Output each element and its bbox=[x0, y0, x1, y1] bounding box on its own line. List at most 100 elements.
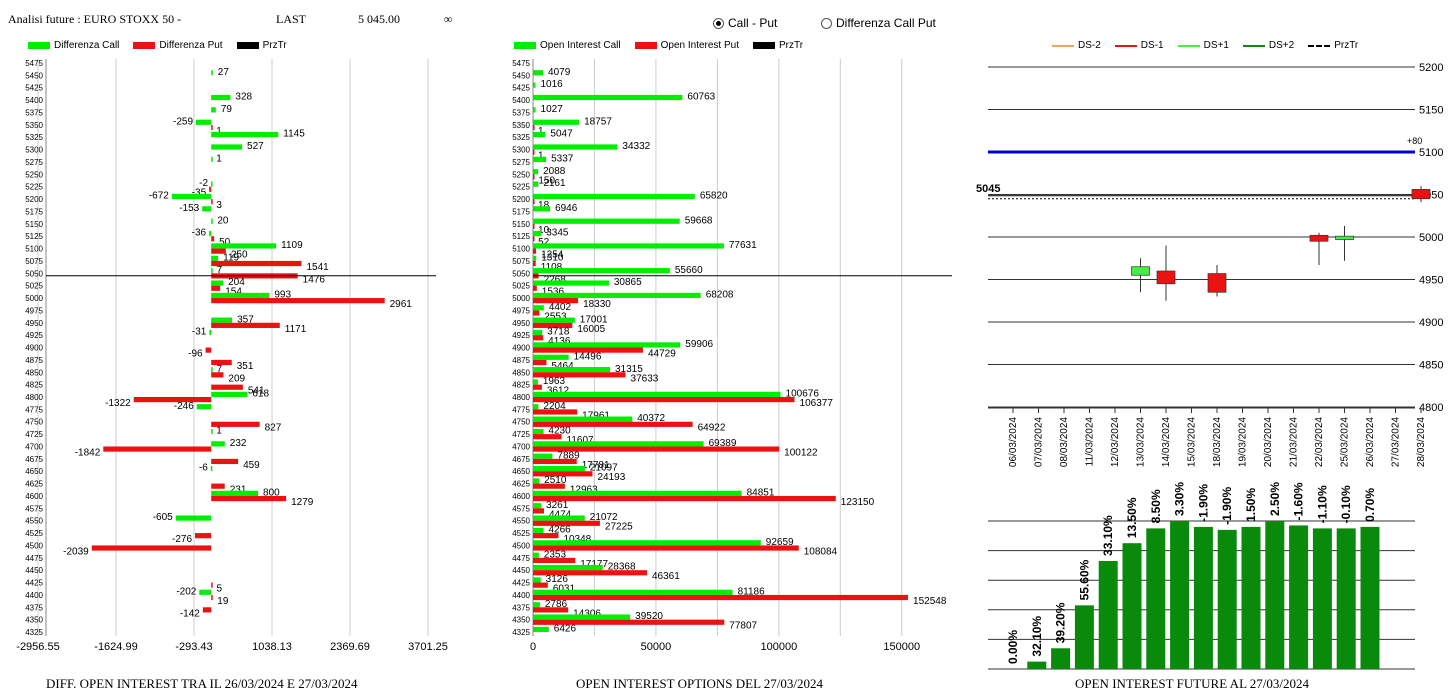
strike-label: 4850 bbox=[25, 368, 43, 377]
strike-label: 4350 bbox=[25, 616, 43, 625]
radio-dot-unselected[interactable] bbox=[821, 17, 832, 29]
strike-label: 4700 bbox=[25, 442, 43, 451]
strike-label: 5050 bbox=[512, 269, 530, 278]
call-bar bbox=[533, 181, 539, 187]
put-value-label: 108084 bbox=[804, 546, 838, 557]
call-value-label: 2510 bbox=[544, 475, 567, 486]
call-bar bbox=[533, 453, 553, 459]
future-oi-bar bbox=[1265, 521, 1285, 669]
call-value-label: 60763 bbox=[687, 92, 715, 103]
put-bar bbox=[209, 186, 212, 192]
put-bar bbox=[533, 471, 593, 477]
call-bar bbox=[175, 515, 212, 521]
call-bar bbox=[533, 416, 633, 422]
call-bar bbox=[533, 243, 724, 249]
put-bar bbox=[533, 236, 535, 242]
legend-przTr: PrzTr bbox=[1308, 40, 1358, 51]
call-bar bbox=[533, 564, 603, 571]
x-tick-label: 3701.25 bbox=[408, 641, 448, 653]
strike-label: 5250 bbox=[512, 170, 530, 179]
put-bar bbox=[533, 495, 836, 502]
put-value-label: 1476 bbox=[303, 274, 326, 285]
strike-label: 5425 bbox=[25, 84, 43, 93]
call-bar bbox=[533, 342, 681, 348]
put-value-label: 106377 bbox=[800, 398, 834, 409]
legend-ds-2: DS-2 bbox=[1052, 40, 1101, 51]
call-bar bbox=[211, 181, 213, 187]
candle-body bbox=[1411, 189, 1431, 200]
panel3-caption: OPEN INTEREST FUTURE AL 27/03/2024 bbox=[1075, 676, 1310, 691]
strike-label: 4775 bbox=[25, 405, 43, 414]
call-bar bbox=[533, 589, 733, 595]
strike-label: 4575 bbox=[25, 504, 43, 513]
call-value-label: 119 bbox=[223, 252, 239, 263]
call-bar bbox=[533, 404, 539, 410]
put-bar bbox=[533, 557, 576, 563]
put-value-label: -96 bbox=[188, 349, 203, 360]
put-bar bbox=[211, 359, 232, 366]
put-bar bbox=[211, 421, 260, 427]
x-tick-label: 1038.13 bbox=[252, 641, 292, 653]
radio-call-put[interactable]: Call - Put bbox=[713, 16, 777, 30]
strike-label: 5450 bbox=[512, 71, 530, 80]
radio-dot-selected[interactable] bbox=[713, 17, 724, 29]
call-value-label: 1109 bbox=[281, 240, 303, 251]
strike-label: 4825 bbox=[25, 381, 43, 390]
call-value-label: 3718 bbox=[547, 327, 570, 338]
put-bar bbox=[533, 347, 643, 353]
call-value-label: -672 bbox=[149, 191, 169, 202]
call-value-label: 1145 bbox=[283, 129, 305, 140]
future-open-interest-bars: 0.00% 32.10% 39.20% 55.60% 33.10% 13.50% 8.50%… bbox=[988, 482, 1415, 670]
strike-label: 5375 bbox=[25, 108, 43, 117]
put-value-label: 2268 bbox=[544, 274, 567, 285]
future-oi-label: 32.10% bbox=[1030, 616, 1044, 657]
future-oi-bar bbox=[1122, 543, 1142, 669]
put-value-label: 37633 bbox=[631, 373, 659, 384]
call-bar bbox=[533, 193, 695, 200]
radio-differenza[interactable]: Differenza Call Put bbox=[821, 16, 936, 30]
put-bar bbox=[211, 384, 243, 390]
put-bar bbox=[533, 619, 725, 625]
legend-oi-put: Open Interest Put bbox=[634, 40, 739, 51]
put-bar bbox=[211, 124, 213, 131]
strike-label: 4325 bbox=[512, 628, 530, 637]
call-value-label: 1 bbox=[216, 426, 222, 437]
strike-label: 5075 bbox=[25, 257, 43, 266]
future-oi-bar bbox=[1217, 529, 1237, 669]
call-value-label: -6 bbox=[199, 463, 208, 474]
strike-label: 4400 bbox=[25, 591, 43, 600]
put-bar bbox=[533, 359, 547, 366]
strike-label: 5100 bbox=[512, 245, 530, 254]
put-bar bbox=[533, 396, 795, 403]
future-oi-bar bbox=[1051, 648, 1071, 669]
put-bar bbox=[211, 260, 302, 267]
call-bar bbox=[533, 305, 544, 311]
x-tick-label: 0 bbox=[530, 641, 536, 653]
put-bar bbox=[533, 434, 562, 440]
call-value-label: -202 bbox=[176, 586, 196, 597]
put-value-label: 231 bbox=[230, 485, 247, 496]
future-oi-label: -1.90% bbox=[1220, 487, 1234, 525]
strike-label: 4925 bbox=[25, 331, 43, 340]
strike-label: 5375 bbox=[512, 108, 530, 117]
legend-przTr: PrzTr bbox=[236, 40, 287, 51]
put-bar bbox=[533, 223, 535, 230]
strike-label: 5325 bbox=[512, 133, 530, 142]
panel1-legend: Differenza Call Differenza Put PrzTr bbox=[28, 40, 301, 51]
future-oi-bar bbox=[1193, 526, 1213, 669]
put-bar bbox=[211, 199, 213, 205]
date-tick-label: 08/03/2024 bbox=[1059, 417, 1070, 467]
call-bar bbox=[533, 466, 585, 472]
put-bar bbox=[533, 421, 693, 427]
call-value-label: 100676 bbox=[786, 388, 820, 399]
call-bar bbox=[209, 230, 212, 237]
put-bar bbox=[533, 199, 535, 205]
strike-label: 4550 bbox=[25, 517, 43, 526]
call-bar bbox=[199, 589, 212, 595]
future-oi-label: 1.50% bbox=[1244, 488, 1258, 522]
strike-label: 5250 bbox=[25, 170, 43, 179]
call-bar bbox=[211, 218, 213, 224]
put-bar bbox=[533, 372, 626, 378]
call-value-label: -259 bbox=[173, 116, 193, 127]
call-bar bbox=[533, 490, 742, 496]
